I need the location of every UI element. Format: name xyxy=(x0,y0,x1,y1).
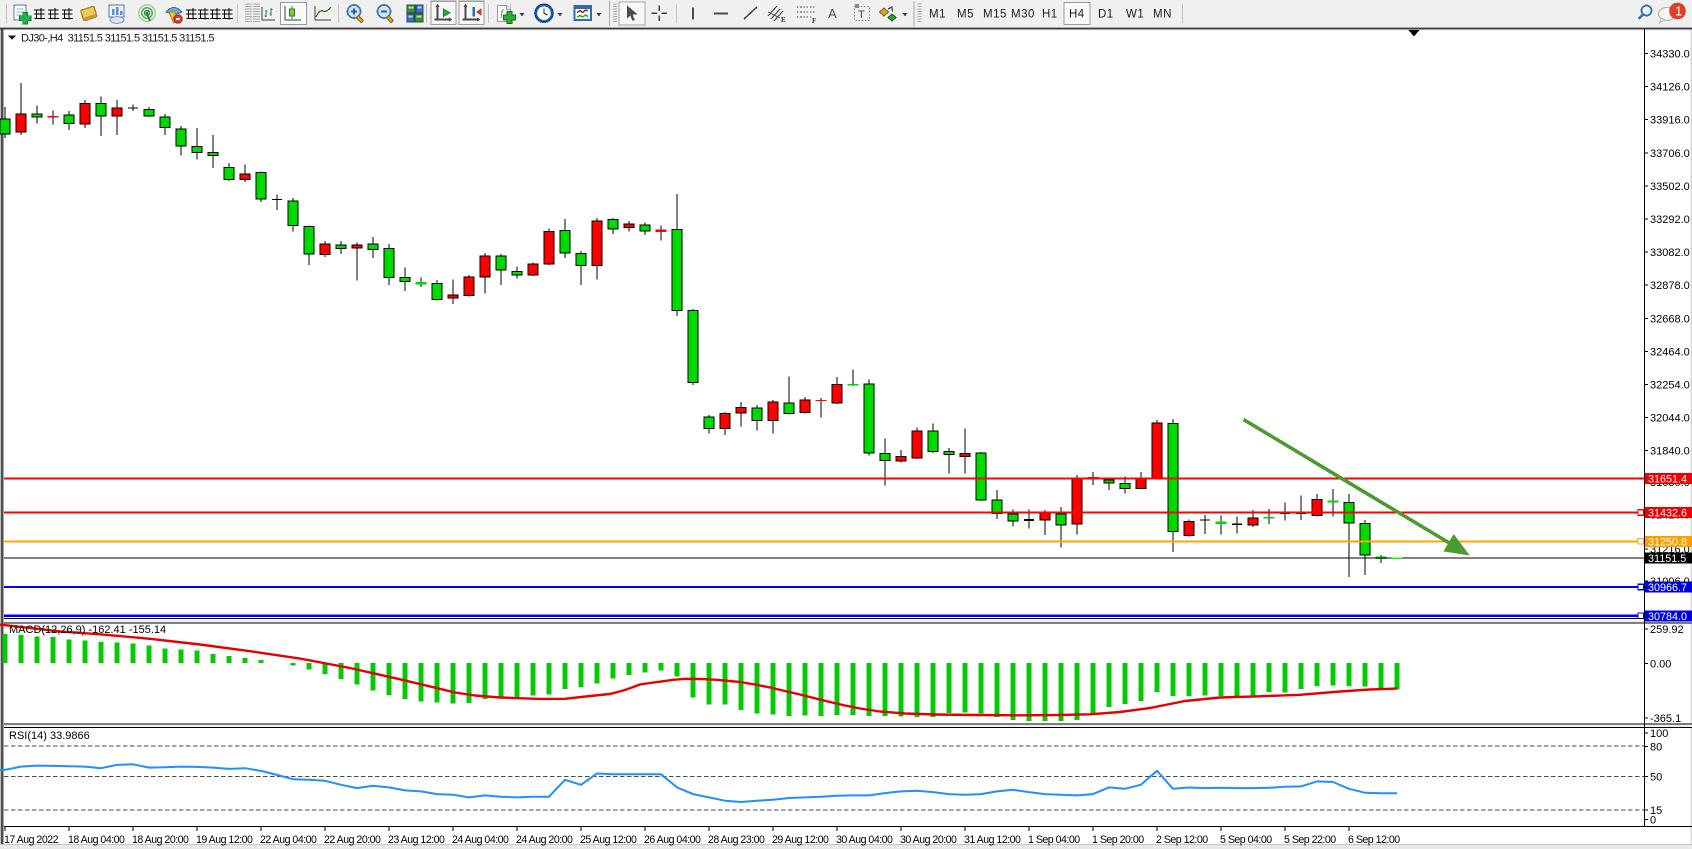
svg-text:f: f xyxy=(501,8,505,18)
svg-text:T: T xyxy=(858,9,865,21)
svg-text:0.00: 0.00 xyxy=(1650,659,1671,671)
svg-text:MACD(12,26,9) -162.41 -155.14: MACD(12,26,9) -162.41 -155.14 xyxy=(9,624,166,636)
svg-text:1 Sep 20:00: 1 Sep 20:00 xyxy=(1092,834,1144,846)
svg-text:M15: M15 xyxy=(983,9,1007,21)
svg-text:-365.1: -365.1 xyxy=(1650,713,1681,725)
svg-text:33706.0: 33706.0 xyxy=(1650,148,1690,160)
svg-text:1 Sep 04:00: 1 Sep 04:00 xyxy=(1028,834,1080,846)
svg-text:30 Aug 20:00: 30 Aug 20:00 xyxy=(900,834,957,846)
svg-text:30966.7: 30966.7 xyxy=(1648,582,1687,594)
svg-text:31840.0: 31840.0 xyxy=(1650,446,1690,458)
svg-text:259.92: 259.92 xyxy=(1650,624,1684,636)
svg-text:32044.0: 32044.0 xyxy=(1650,413,1690,425)
svg-text:100: 100 xyxy=(1650,728,1668,740)
svg-text:RSI(14) 33.9866: RSI(14) 33.9866 xyxy=(9,730,90,742)
svg-text:A: A xyxy=(828,6,837,21)
svg-text:34330.0: 34330.0 xyxy=(1650,49,1690,61)
svg-text:5 Sep 04:00: 5 Sep 04:00 xyxy=(1220,834,1272,846)
svg-text:19 Aug 12:00: 19 Aug 12:00 xyxy=(196,834,253,846)
svg-text:M5: M5 xyxy=(957,9,974,21)
svg-text:25 Aug 12:00: 25 Aug 12:00 xyxy=(580,834,637,846)
svg-text:34126.0: 34126.0 xyxy=(1650,82,1690,94)
svg-text:31250.8: 31250.8 xyxy=(1648,536,1687,548)
svg-text:31651.4: 31651.4 xyxy=(1648,473,1687,485)
svg-text:28 Aug 23:00: 28 Aug 23:00 xyxy=(708,834,765,846)
svg-text:33916.0: 33916.0 xyxy=(1650,115,1690,127)
svg-text:80: 80 xyxy=(1650,742,1662,754)
svg-text:24 Aug 20:00: 24 Aug 20:00 xyxy=(516,834,573,846)
svg-text:32464.0: 32464.0 xyxy=(1650,346,1690,358)
svg-text:E: E xyxy=(781,16,786,24)
svg-text:W1: W1 xyxy=(1126,9,1144,21)
svg-text:33502.0: 33502.0 xyxy=(1650,181,1690,193)
svg-text:H1: H1 xyxy=(1042,9,1058,21)
svg-text:15: 15 xyxy=(1650,805,1662,817)
svg-text:30 Aug 04:00: 30 Aug 04:00 xyxy=(836,834,893,846)
svg-text:33082.0: 33082.0 xyxy=(1650,247,1690,259)
svg-text:17 Aug 2022: 17 Aug 2022 xyxy=(4,834,59,846)
svg-text:5 Sep 22:00: 5 Sep 22:00 xyxy=(1284,834,1336,846)
svg-text:31151.5: 31151.5 xyxy=(1648,553,1686,565)
svg-text:24 Aug 04:00: 24 Aug 04:00 xyxy=(452,834,509,846)
svg-text:M1: M1 xyxy=(929,9,946,21)
svg-text:DJ30-,H4 31151.5 31151.5 3115: DJ30-,H4 31151.5 31151.5 31151.5 31151.5 xyxy=(21,33,214,45)
svg-text:H4: H4 xyxy=(1069,9,1085,21)
svg-text:23 Aug 12:00: 23 Aug 12:00 xyxy=(388,834,445,846)
svg-text:50: 50 xyxy=(1650,772,1662,784)
svg-text:MN: MN xyxy=(1153,9,1172,21)
svg-text:M30: M30 xyxy=(1011,9,1035,21)
svg-text:29 Aug 12:00: 29 Aug 12:00 xyxy=(772,834,829,846)
svg-text:F: F xyxy=(812,17,816,25)
svg-text:6 Sep 12:00: 6 Sep 12:00 xyxy=(1348,834,1400,846)
svg-text:32878.0: 32878.0 xyxy=(1650,280,1690,292)
svg-text:22 Aug 04:00: 22 Aug 04:00 xyxy=(260,834,317,846)
svg-text:1: 1 xyxy=(1675,4,1682,19)
svg-text:D1: D1 xyxy=(1098,9,1114,21)
svg-text:30784.0: 30784.0 xyxy=(1648,611,1687,623)
svg-text:32668.0: 32668.0 xyxy=(1650,313,1690,325)
svg-text:31 Aug 12:00: 31 Aug 12:00 xyxy=(964,834,1021,846)
svg-text:33292.0: 33292.0 xyxy=(1650,214,1690,226)
svg-text:0: 0 xyxy=(1650,815,1656,827)
svg-text:32254.0: 32254.0 xyxy=(1650,380,1690,392)
svg-text:22 Aug 20:00: 22 Aug 20:00 xyxy=(324,834,381,846)
svg-text:18 Aug 20:00: 18 Aug 20:00 xyxy=(132,834,189,846)
svg-text:18 Aug 04:00: 18 Aug 04:00 xyxy=(68,834,125,846)
svg-text:2 Sep 12:00: 2 Sep 12:00 xyxy=(1156,834,1208,846)
svg-text:31432.6: 31432.6 xyxy=(1648,508,1687,520)
svg-text:26 Aug 04:00: 26 Aug 04:00 xyxy=(644,834,701,846)
